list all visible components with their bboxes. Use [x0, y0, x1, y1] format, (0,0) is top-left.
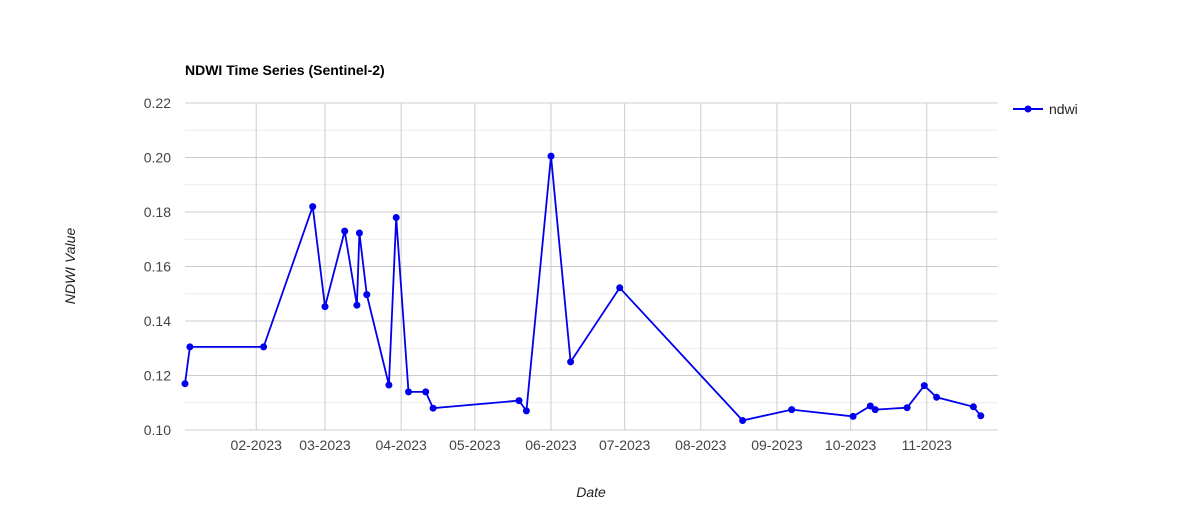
x-tick-label: 04-2023	[375, 437, 427, 453]
y-tick-label: 0.22	[144, 95, 171, 111]
y-tick-label: 0.10	[144, 422, 171, 438]
x-tick-label: 09-2023	[751, 437, 803, 453]
data-point	[977, 412, 985, 420]
data-point	[429, 404, 437, 412]
data-point	[353, 301, 361, 309]
y-tick-label: 0.20	[144, 150, 171, 166]
y-tick-label: 0.18	[144, 204, 171, 220]
data-point	[385, 381, 393, 389]
data-point	[616, 284, 624, 292]
data-point	[920, 382, 928, 390]
y-axis-title: NDWI Value	[62, 228, 78, 305]
y-axis-ticks: 0.10 0.12 0.14 0.16 0.18 0.20 0.22	[144, 95, 171, 438]
data-point	[321, 303, 329, 311]
data-point	[903, 404, 911, 412]
y-tick-label: 0.14	[144, 313, 171, 329]
grid	[185, 102, 998, 431]
data-point	[522, 407, 530, 415]
data-point	[547, 152, 555, 160]
x-tick-label: 05-2023	[449, 437, 501, 453]
x-tick-label: 11-2023	[902, 437, 953, 453]
data-point	[969, 403, 977, 411]
legend: ndwi	[1013, 101, 1078, 117]
data-point	[515, 397, 523, 405]
y-tick-label: 0.12	[144, 368, 171, 384]
x-tick-label: 07-2023	[599, 437, 651, 453]
chart-title: NDWI Time Series (Sentinel-2)	[185, 62, 385, 78]
data-point	[363, 291, 371, 299]
y-tick-label: 0.16	[144, 259, 171, 275]
data-point	[181, 380, 189, 388]
data-point	[341, 227, 349, 235]
x-tick-label: 06-2023	[525, 437, 577, 453]
series-line-ndwi	[184, 156, 982, 422]
data-point	[405, 388, 412, 396]
data-point	[739, 417, 747, 424]
series-ndwi	[181, 152, 985, 424]
data-point	[866, 402, 874, 410]
x-tick-label: 08-2023	[675, 437, 727, 453]
data-point	[933, 393, 941, 401]
x-tick-label: 10-2023	[825, 437, 877, 453]
data-point	[260, 343, 268, 351]
x-axis-title: Date	[576, 484, 606, 500]
data-point	[849, 412, 857, 420]
data-point	[355, 229, 363, 237]
x-axis-ticks: 02-2023 03-2023 04-2023 05-2023 06-2023 07-20…	[231, 437, 953, 453]
data-point	[871, 406, 879, 414]
data-point	[422, 388, 430, 396]
data-point	[309, 203, 317, 211]
x-tick-label: 03-2023	[299, 437, 351, 453]
x-tick-label: 02-2023	[231, 437, 283, 453]
data-point	[567, 358, 575, 366]
data-point	[788, 406, 796, 414]
data-point	[392, 214, 400, 221]
legend-marker-swatch	[1024, 105, 1032, 113]
legend-label-ndwi: ndwi	[1049, 101, 1078, 117]
data-point	[186, 343, 194, 351]
